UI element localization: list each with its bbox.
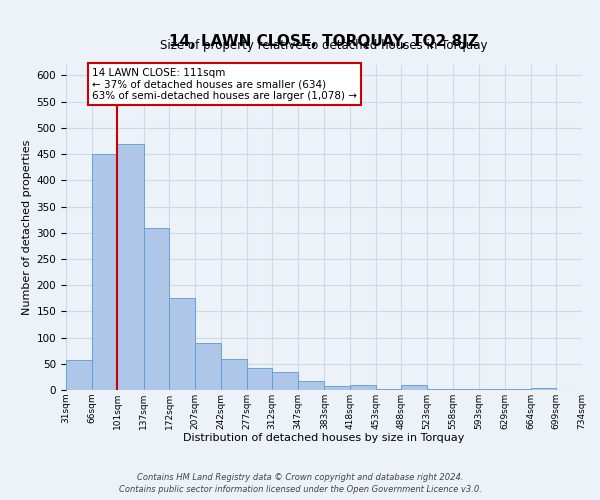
- Bar: [92, 154, 118, 390]
- Bar: [350, 385, 376, 390]
- Bar: [401, 385, 427, 390]
- Bar: [325, 386, 350, 390]
- Bar: [272, 372, 298, 390]
- X-axis label: Distribution of detached houses by size in Torquay: Distribution of detached houses by size …: [184, 434, 464, 444]
- Text: 14 LAWN CLOSE: 111sqm
← 37% of detached houses are smaller (634)
63% of semi-det: 14 LAWN CLOSE: 111sqm ← 37% of detached …: [92, 68, 356, 101]
- Bar: [376, 389, 401, 390]
- Bar: [247, 368, 272, 390]
- Bar: [453, 389, 479, 390]
- Title: 14, LAWN CLOSE, TORQUAY, TQ2 8JZ: 14, LAWN CLOSE, TORQUAY, TQ2 8JZ: [169, 34, 479, 48]
- Bar: [505, 389, 530, 390]
- Text: Contains HM Land Registry data © Crown copyright and database right 2024.
Contai: Contains HM Land Registry data © Crown c…: [119, 473, 481, 494]
- Bar: [169, 298, 195, 390]
- Bar: [144, 228, 169, 390]
- Bar: [118, 144, 144, 390]
- Bar: [479, 389, 505, 390]
- Bar: [427, 389, 453, 390]
- Text: Size of property relative to detached houses in Torquay: Size of property relative to detached ho…: [160, 39, 488, 52]
- Y-axis label: Number of detached properties: Number of detached properties: [22, 140, 32, 315]
- Bar: [530, 388, 556, 390]
- Bar: [221, 358, 247, 390]
- Bar: [298, 381, 325, 390]
- Bar: [66, 360, 92, 390]
- Bar: [195, 343, 221, 390]
